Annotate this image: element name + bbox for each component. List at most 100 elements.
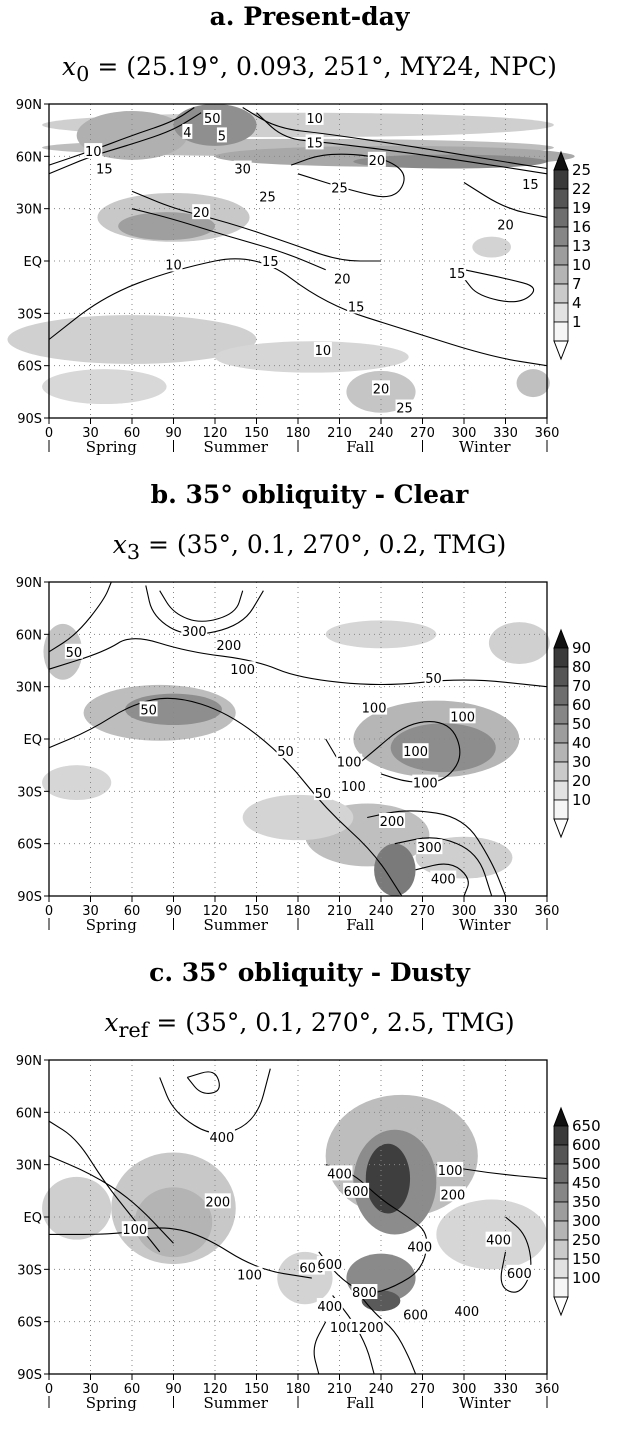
formula-sub: ref xyxy=(118,1018,149,1042)
contour-label: 100 xyxy=(230,663,255,678)
contour-line xyxy=(48,1120,161,1253)
contour-label-bg xyxy=(216,127,227,143)
shade-region xyxy=(390,723,496,773)
season-label: Fall xyxy=(346,1394,374,1412)
colorbar-swatch xyxy=(553,666,569,687)
contour-label-bg xyxy=(521,176,540,192)
x-tick-label: 90 xyxy=(165,1382,182,1397)
x-tick-label: 360 xyxy=(535,1382,560,1397)
colorbar-swatch xyxy=(553,245,569,266)
colorbar-label: 7 xyxy=(572,275,582,293)
contour-label-bg xyxy=(402,1306,429,1322)
contour-label: 25 xyxy=(259,190,276,205)
contour-label-bg xyxy=(448,265,467,281)
contour-label-bg xyxy=(208,1128,235,1144)
contour-label: 20 xyxy=(334,272,351,287)
shade-region xyxy=(488,622,550,664)
x-tick-label: 360 xyxy=(535,426,560,441)
contour-line xyxy=(415,863,469,897)
x-tick-label: 360 xyxy=(535,904,560,919)
colorbar-label: 500 xyxy=(572,1155,601,1173)
contour-label-bg xyxy=(261,253,280,268)
contour-label: 300 xyxy=(417,841,442,856)
x-tick-label: 270 xyxy=(410,904,435,919)
panel-b: b. 35° obliquity - Clear x3 = (35°, 0.1,… xyxy=(0,478,619,956)
contour-label-bg xyxy=(316,1256,343,1272)
colorbar-swatch xyxy=(553,647,569,668)
y-tick-label: 30N xyxy=(16,203,42,218)
contour-label-bg xyxy=(164,256,183,272)
contour-label: 15 xyxy=(449,267,466,282)
y-axis: 90N 60N 30N EQ 30S 60S 90S xyxy=(16,576,49,905)
season-label: Summer xyxy=(204,1394,269,1412)
contour-label-bg xyxy=(406,1238,433,1254)
contour-label-bg xyxy=(506,1264,533,1280)
contour-label: 100 xyxy=(330,1321,355,1336)
contour-line xyxy=(48,107,195,166)
colorbar-swatch xyxy=(553,264,569,285)
contour-line xyxy=(48,1155,174,1244)
y-tick-label: 60N xyxy=(16,1106,42,1121)
season-label: Summer xyxy=(204,916,269,934)
colorbar-arrow-bottom xyxy=(553,340,569,361)
contour-labels: 10 15 4 50 5 30 10 15 20 25 25 15 10 20 20 20 15 15 15 10 20… xyxy=(84,109,540,417)
contour-label: 600 xyxy=(317,1258,342,1273)
y-tick-label: 90S xyxy=(17,890,42,905)
colorbar-swatch xyxy=(553,188,569,209)
contour-label-bg xyxy=(139,701,158,717)
formula-sub: 3 xyxy=(126,540,141,564)
x-tick-label: 180 xyxy=(286,1382,311,1397)
season-label: Fall xyxy=(346,916,374,934)
formula-var: x xyxy=(104,1008,119,1037)
shade-region xyxy=(42,765,112,801)
x-tick-label: 150 xyxy=(244,1382,269,1397)
contour-label: 200 xyxy=(205,1195,230,1210)
chart-b: 5030020010050505010010010010010010050200… xyxy=(16,576,591,934)
contour-label-bg xyxy=(121,1221,148,1237)
shade-region xyxy=(516,369,550,398)
colorbar-swatch xyxy=(553,321,569,342)
contour-label-bg xyxy=(412,774,439,790)
season-label: Spring xyxy=(86,438,138,456)
x-tick-label: 30 xyxy=(82,1382,99,1397)
contour-label: 20 xyxy=(497,218,514,233)
colorbar-label: 22 xyxy=(572,180,591,198)
grid-layer xyxy=(49,104,547,418)
x-tick-label: 210 xyxy=(327,426,352,441)
grid-layer xyxy=(49,582,547,896)
panel-title: c. 35° obliquity - Dusty xyxy=(149,958,470,987)
shade-region xyxy=(472,236,512,258)
contour-label-bg xyxy=(402,743,429,759)
contour-label: 100 xyxy=(403,745,428,760)
contour-line xyxy=(48,112,202,175)
contour-label: 400 xyxy=(317,1300,342,1315)
contour-line xyxy=(48,581,112,653)
colorbar-swatch xyxy=(553,302,569,323)
y-tick-label: 60S xyxy=(17,1316,42,1331)
colorbar-label: 450 xyxy=(572,1174,601,1192)
shade-region xyxy=(134,1187,213,1258)
colorbar-arrow-top xyxy=(553,628,569,649)
colorbar-arrow-bottom xyxy=(553,818,569,839)
x-axis: 0 30 60 90 120 150 180 210 240 270 300 330 360 Spring… xyxy=(45,1374,560,1412)
contour-line xyxy=(290,153,405,198)
contour-label-bg xyxy=(361,699,388,715)
contour-labels: 50 300 200 100 50 50 50 100 100 100 100 100 100 50 200… xyxy=(64,622,476,888)
x-tick-label: 150 xyxy=(244,426,269,441)
shade-region xyxy=(42,1176,112,1240)
contour-label-bg xyxy=(229,661,256,677)
season-label: Spring xyxy=(86,1394,138,1412)
contour-label: 400 xyxy=(454,1305,479,1320)
colorbar-label: 650 xyxy=(572,1117,601,1135)
colorbar-label: 10 xyxy=(572,791,591,809)
colorbar-swatch xyxy=(553,1220,569,1241)
y-tick-label: 30N xyxy=(16,681,42,696)
x-tick-label: 90 xyxy=(165,904,182,919)
colorbar-swatch xyxy=(553,1258,569,1279)
x-tick-label: 240 xyxy=(369,1382,394,1397)
contour-label-bg xyxy=(95,160,114,176)
contour-label: 100 xyxy=(341,780,366,795)
x-tick-label: 270 xyxy=(410,1382,435,1397)
